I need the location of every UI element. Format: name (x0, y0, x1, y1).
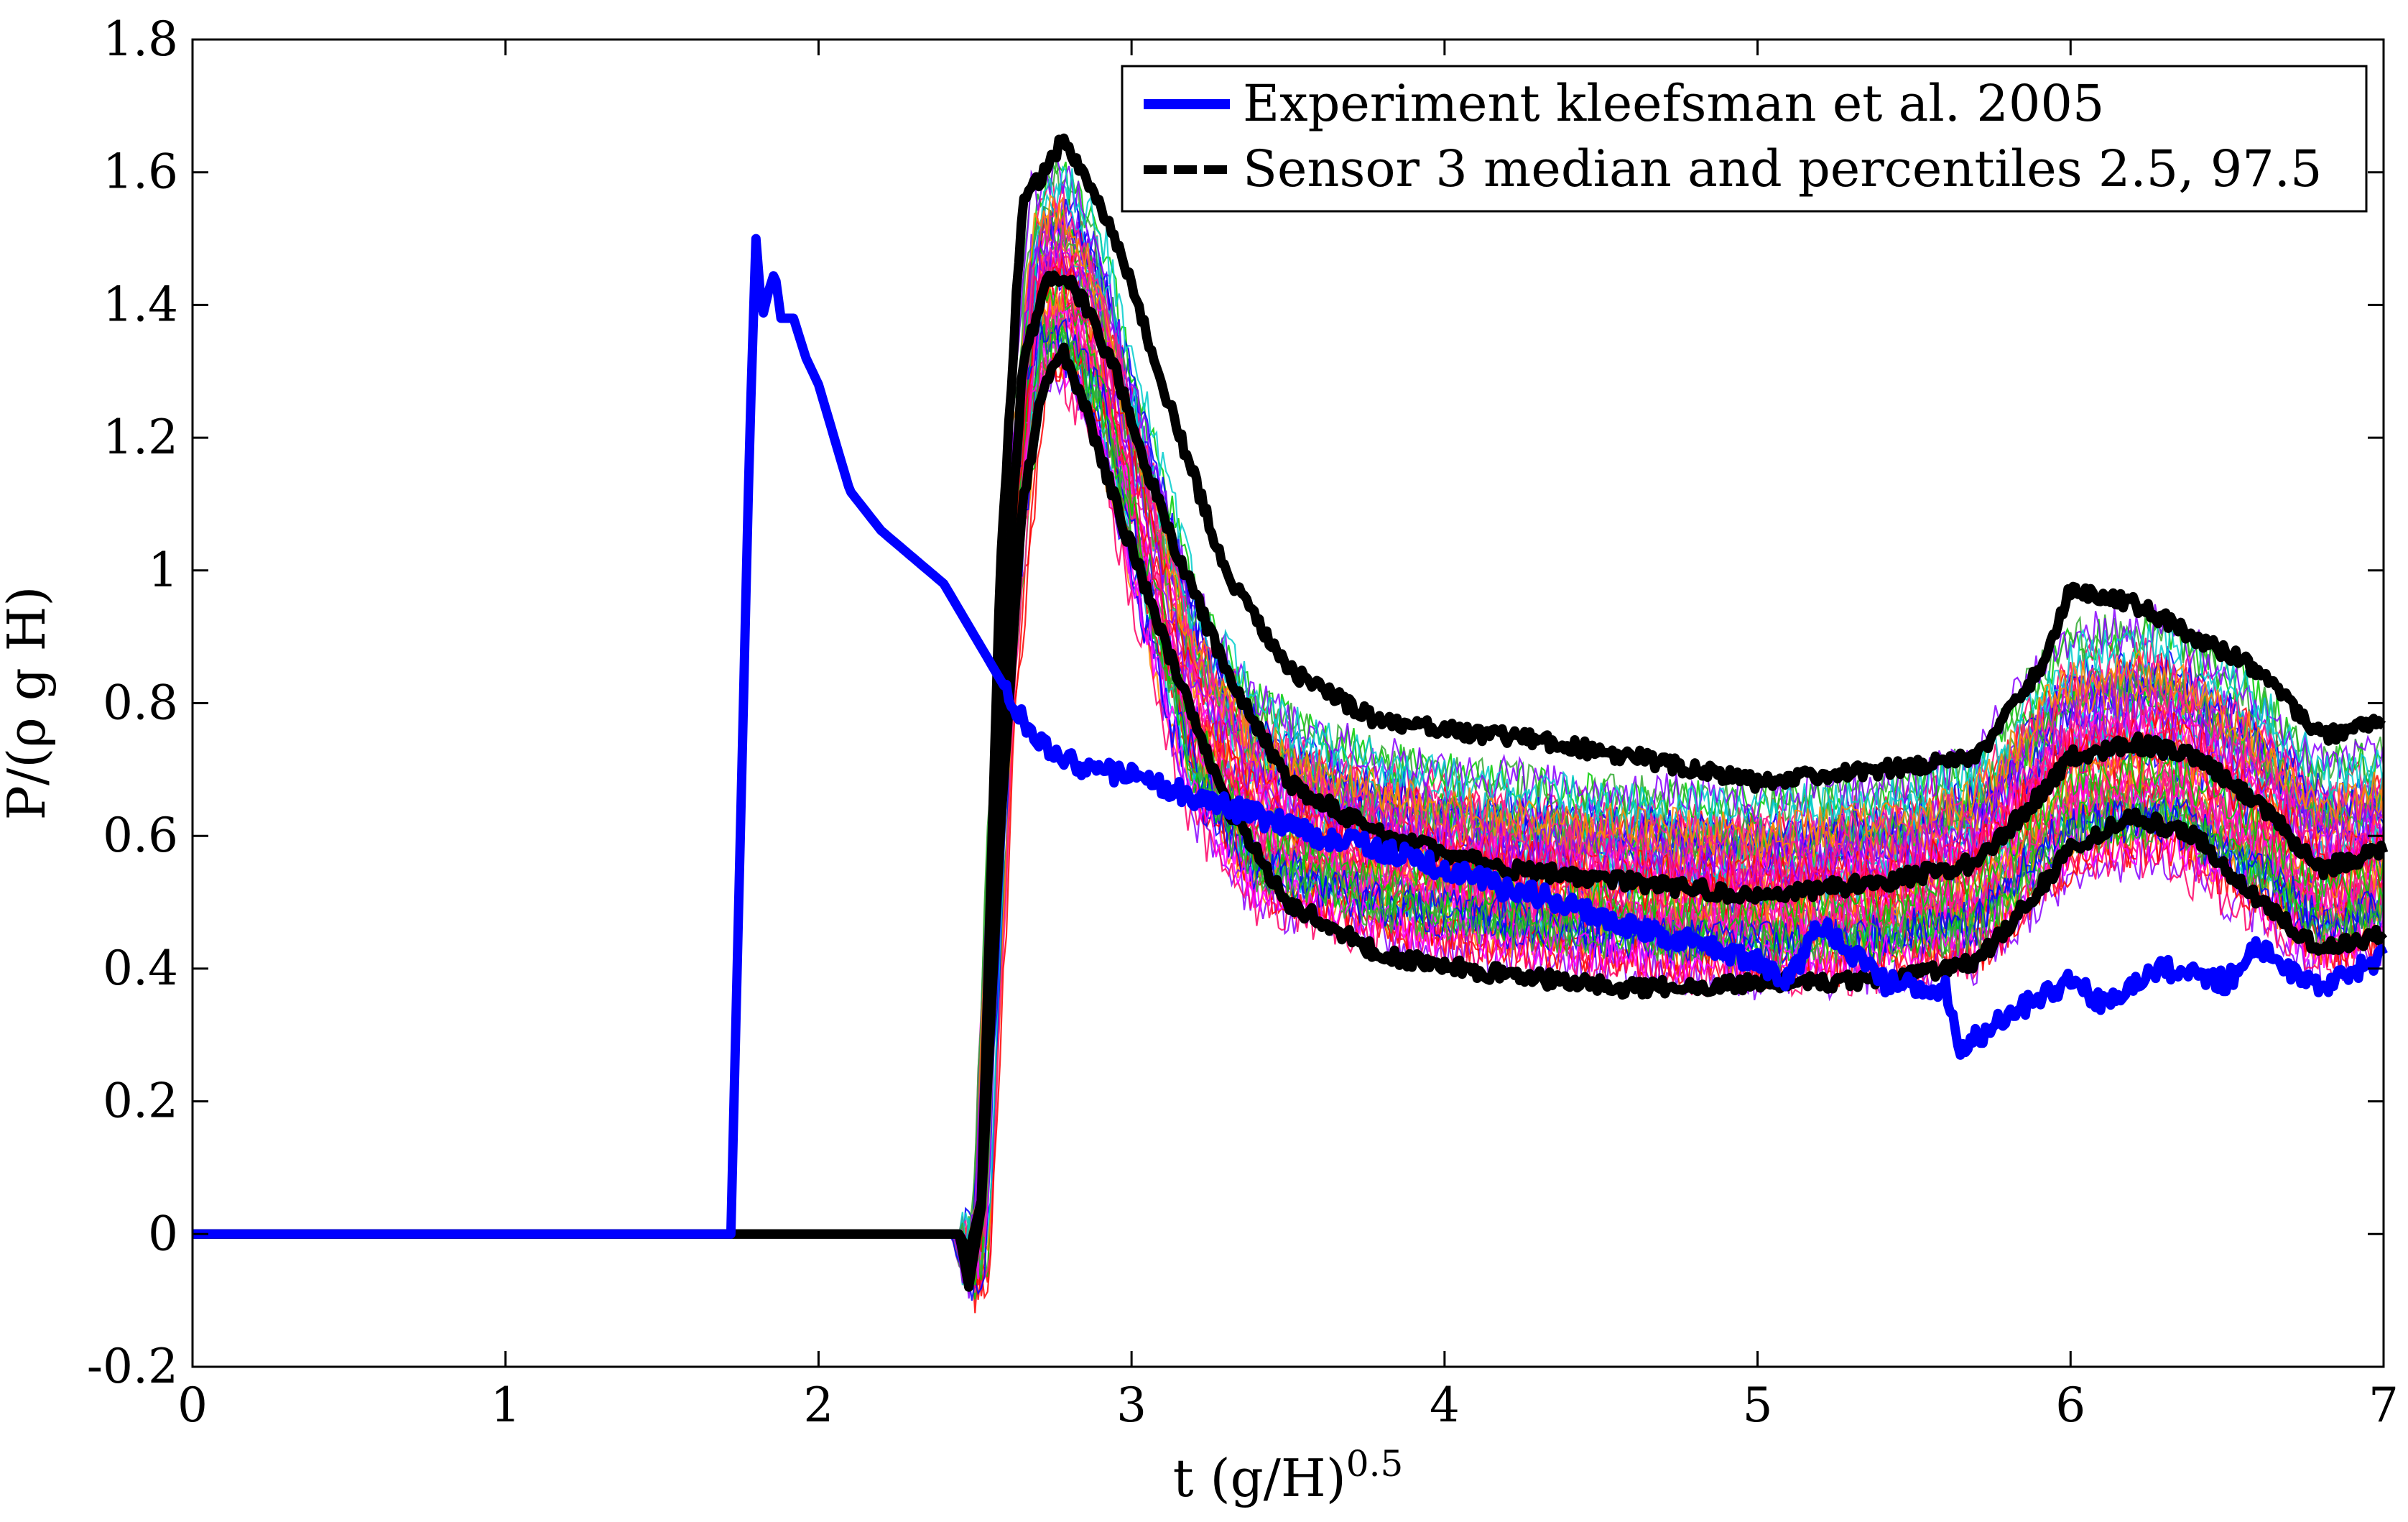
x-tick-label: 3 (1116, 1378, 1147, 1433)
x-tick-label: 4 (1430, 1378, 1460, 1433)
y-tick-label: 0.6 (103, 808, 178, 863)
y-axis-label: P/(ρ g H) (0, 586, 57, 821)
x-tick-label: 6 (2055, 1378, 2085, 1433)
tick-layer: 0 1 2 3 4 5 6 7-0.200.20.40.60.811.21.41.61.8 (87, 11, 2399, 1433)
legend-box (1121, 65, 2368, 213)
legend-label-sensor: Sensor 3 median and percentiles 2.5, 97.… (1243, 139, 2323, 198)
y-tick-label: 1.6 (103, 144, 178, 200)
y-tick-label: 1.2 (103, 410, 178, 465)
legend: Experiment kleefsman et al. 2005 Sensor … (1121, 65, 2368, 213)
y-tick-label: 0.4 (103, 941, 178, 996)
y-tick-label: 0.8 (103, 675, 178, 731)
x-tick-label: 0 (177, 1378, 208, 1433)
x-axis-label-superscript: 0.5 (1346, 1443, 1404, 1485)
x-tick-label: 7 (2368, 1378, 2399, 1433)
x-axis-label: t (g/H)0.5 (1173, 1443, 1404, 1508)
y-tick-label: 0 (148, 1206, 178, 1261)
y-tick-label: 0.2 (103, 1074, 178, 1129)
series-layer (190, 133, 2389, 1292)
x-tick-label: 1 (491, 1378, 521, 1433)
y-tick-label: -0.2 (87, 1339, 178, 1394)
y-tick-label: 1 (148, 543, 178, 598)
series-experiment-line (190, 234, 2388, 1239)
x-tick-label: 5 (1743, 1378, 1773, 1433)
y-tick-label: 1.4 (103, 277, 178, 332)
x-tick-label: 2 (803, 1378, 833, 1433)
x-axis-label-main: t (g/H) (1173, 1448, 1346, 1508)
y-tick-label: 1.8 (103, 11, 178, 67)
legend-label-experiment: Experiment kleefsman et al. 2005 (1243, 74, 2104, 133)
